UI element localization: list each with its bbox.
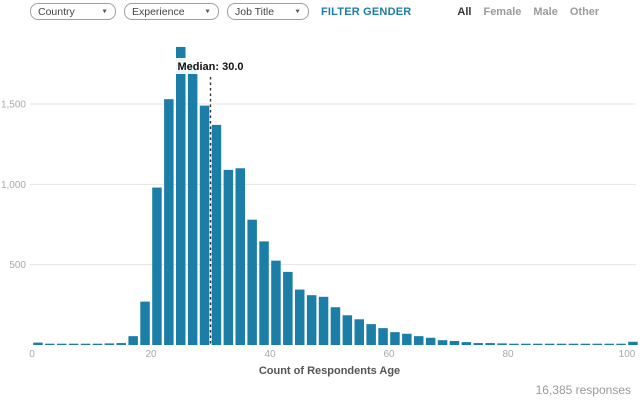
gender-filter: FILTER GENDER All Female Male Other (321, 4, 599, 20)
histogram-bar[interactable] (425, 337, 436, 345)
y-tick-label: 1,000 (1, 180, 26, 191)
histogram-bar[interactable] (461, 342, 472, 345)
histogram-bar[interactable] (271, 260, 281, 345)
histogram-bar[interactable] (473, 343, 484, 345)
histogram-bar[interactable] (116, 343, 127, 345)
median-annotation: Median: 30.0 (177, 61, 243, 73)
responses-count: 16,385 responses (535, 383, 631, 397)
histogram-bar[interactable] (390, 332, 400, 345)
histogram-bar[interactable] (33, 342, 43, 345)
histogram-bar[interactable] (628, 341, 638, 345)
histogram-bar[interactable] (128, 336, 138, 345)
histogram-bar[interactable] (568, 343, 579, 345)
median-label-bg (172, 58, 249, 74)
country-dropdown[interactable]: Country ▼ (30, 3, 116, 20)
chevron-down-icon: ▼ (204, 8, 211, 15)
histogram-bar[interactable] (414, 336, 424, 345)
histogram-bar[interactable] (306, 295, 317, 345)
histogram-bar[interactable] (68, 343, 79, 345)
gender-option-male[interactable]: Male (533, 6, 558, 18)
histogram-bar[interactable] (342, 315, 353, 345)
histogram-bar[interactable] (544, 343, 555, 345)
y-tick-label: 500 (9, 260, 26, 271)
x-tick-label: 0 (29, 349, 35, 360)
histogram-bar[interactable] (616, 343, 626, 345)
filter-dropdowns: Country ▼ Experience ▼ Job Title ▼ (30, 3, 309, 20)
histogram-bar[interactable] (223, 169, 234, 345)
y-tick-label: 1,500 (1, 100, 26, 111)
histogram-bar[interactable] (378, 328, 388, 345)
histogram-bar[interactable] (104, 343, 115, 345)
histogram-bar[interactable] (497, 343, 507, 345)
histogram-bar[interactable] (330, 307, 341, 345)
histogram-bar[interactable] (533, 343, 543, 345)
experience-dropdown[interactable]: Experience ▼ (124, 3, 219, 20)
gender-option-all[interactable]: All (457, 6, 472, 18)
histogram-bar[interactable] (592, 343, 603, 345)
histogram-bar[interactable] (235, 168, 246, 345)
histogram-bar[interactable] (556, 343, 567, 345)
histogram-bar[interactable] (485, 343, 495, 345)
x-tick-label: 40 (264, 349, 276, 360)
histogram-bar[interactable] (45, 343, 55, 345)
histogram-bar[interactable] (521, 343, 531, 345)
histogram-bar[interactable] (354, 319, 365, 345)
gender-option-other[interactable]: Other (569, 6, 600, 18)
histogram-bar[interactable] (449, 340, 460, 345)
job-title-dropdown-label: Job Title (235, 5, 275, 18)
histogram-bar[interactable] (140, 301, 150, 345)
histogram-bar[interactable] (283, 271, 293, 345)
gender-filter-label: FILTER GENDER (321, 6, 412, 18)
chevron-down-icon: ▼ (101, 8, 108, 15)
histogram-bar[interactable] (187, 62, 198, 346)
x-tick-label: 100 (619, 349, 636, 360)
histogram-bar[interactable] (247, 219, 257, 345)
country-dropdown-label: Country (38, 5, 75, 18)
histogram-bar[interactable] (437, 340, 448, 345)
histogram-bar[interactable] (402, 333, 412, 345)
experience-dropdown-label: Experience (132, 5, 185, 18)
histogram-bar[interactable] (295, 289, 305, 345)
histogram-bar[interactable] (211, 124, 222, 346)
histogram-bar[interactable] (152, 187, 162, 345)
histogram-bar[interactable] (80, 343, 91, 345)
histogram-bar[interactable] (580, 343, 591, 345)
x-tick-label: 60 (383, 349, 395, 360)
histogram-bar[interactable] (318, 296, 329, 345)
chevron-down-icon: ▼ (294, 8, 301, 15)
x-axis-title: Count of Respondents Age (259, 365, 400, 377)
histogram-bar[interactable] (366, 324, 376, 345)
histogram-bar[interactable] (259, 241, 269, 345)
histogram-bar[interactable] (509, 343, 519, 345)
job-title-dropdown[interactable]: Job Title ▼ (227, 3, 309, 20)
histogram-bar[interactable] (199, 105, 210, 346)
x-tick-label: 20 (145, 349, 157, 360)
histogram-bar[interactable] (604, 343, 614, 345)
x-tick-label: 80 (502, 349, 514, 360)
gender-option-female[interactable]: Female (483, 6, 522, 18)
histogram-bar[interactable] (164, 99, 174, 346)
histogram-bar[interactable] (92, 343, 103, 345)
histogram-bar[interactable] (176, 46, 186, 346)
histogram-bar[interactable] (57, 343, 67, 345)
